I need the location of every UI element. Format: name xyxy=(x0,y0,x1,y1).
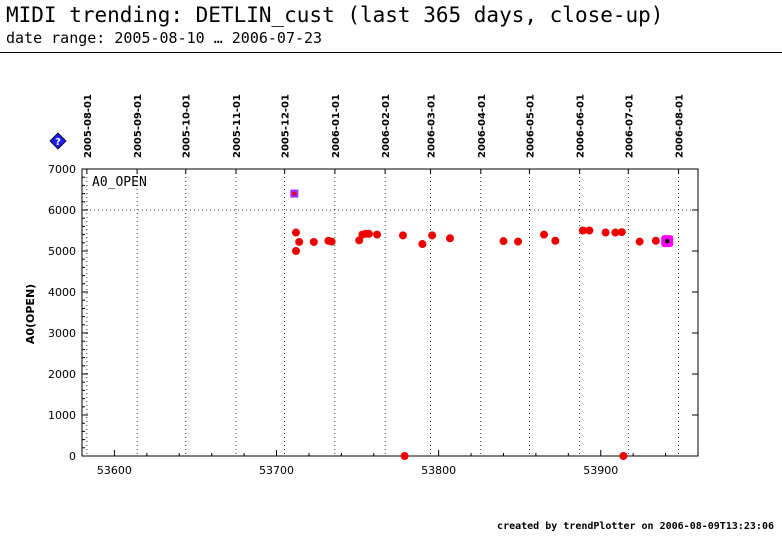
axis-ticks xyxy=(81,168,699,457)
data-point xyxy=(578,226,587,235)
y-tick-label: 2000 xyxy=(48,368,76,381)
grid-lines xyxy=(82,169,698,456)
page-title: MIDI trending: DETLIN_cust (last 365 day… xyxy=(6,3,664,27)
data-point xyxy=(428,231,437,240)
plot-series-label: A0_OPEN xyxy=(92,175,147,190)
date-tick-label: 2006-01-01 xyxy=(331,94,342,158)
plot-frame xyxy=(81,168,699,457)
data-point xyxy=(400,452,409,460)
date-tick-label: 2005-10-01 xyxy=(182,94,193,158)
date-tick-labels: 2005-08-01 2005-09-01 2005-10-01 2005-11-01… xyxy=(83,94,686,158)
y-tick-label: 6000 xyxy=(48,204,76,217)
date-tick-label: 2006-06-01 xyxy=(576,94,587,158)
axis-tick-labels: 0 1000 2000 3000 4000 5000 6000 7000 53600 53700 5… xyxy=(48,163,618,477)
data-point xyxy=(327,237,336,246)
y-axis-title: A0(OPEN) xyxy=(24,284,37,344)
data-point xyxy=(295,237,304,246)
date-tick-label: 2005-11-01 xyxy=(232,94,243,158)
date-tick-label: 2006-04-01 xyxy=(477,94,488,158)
data-point xyxy=(309,237,318,246)
date-tick-label: 2006-03-01 xyxy=(427,94,438,158)
data-points xyxy=(290,189,674,460)
data-point xyxy=(499,237,508,246)
data-point xyxy=(540,230,548,239)
y-tick-label: 5000 xyxy=(48,245,76,258)
date-tick-label: 2006-02-01 xyxy=(381,94,392,158)
date-tick-label: 2006-07-01 xyxy=(624,94,635,158)
data-point xyxy=(445,234,454,243)
x-tick-label: 53800 xyxy=(421,464,456,477)
y-tick-label: 3000 xyxy=(48,327,76,340)
y-tick-label: 4000 xyxy=(48,286,76,299)
date-tick-label: 2006-05-01 xyxy=(525,94,536,158)
data-point xyxy=(291,228,300,237)
highlight-point-core xyxy=(665,238,670,244)
y-tick-label: 1000 xyxy=(48,409,76,422)
data-point xyxy=(398,231,407,240)
data-point xyxy=(635,237,644,246)
data-point xyxy=(551,236,560,245)
x-tick-label: 53900 xyxy=(583,464,618,477)
data-point xyxy=(611,228,620,237)
data-point xyxy=(291,247,300,255)
header-divider xyxy=(0,52,782,53)
data-point xyxy=(364,229,373,238)
date-tick-label: 2005-12-01 xyxy=(281,94,292,158)
data-point xyxy=(585,226,594,235)
date-range-subtitle: date range: 2005-08-10 … 2006-07-23 xyxy=(6,29,323,47)
y-tick-label: 0 xyxy=(69,450,76,463)
data-point xyxy=(601,228,610,237)
data-point xyxy=(651,236,660,245)
data-point xyxy=(617,228,626,237)
legend-marker-glyph: ? xyxy=(55,137,61,148)
data-point xyxy=(418,240,427,249)
data-point xyxy=(514,237,523,246)
footer-credit: created by trendPlotter on 2006-08-09T13… xyxy=(497,521,774,532)
y-tick-label: 7000 xyxy=(48,163,76,176)
data-point xyxy=(619,452,628,460)
date-tick-label: 2006-08-01 xyxy=(675,94,686,158)
highlight-point-core xyxy=(292,191,297,196)
date-tick-label: 2005-08-01 xyxy=(83,94,94,158)
date-tick-label: 2005-09-01 xyxy=(133,94,144,158)
legend-marker-icon: ? xyxy=(49,132,67,150)
x-tick-label: 53600 xyxy=(97,464,132,477)
data-point xyxy=(373,230,382,239)
x-tick-label: 53700 xyxy=(259,464,294,477)
